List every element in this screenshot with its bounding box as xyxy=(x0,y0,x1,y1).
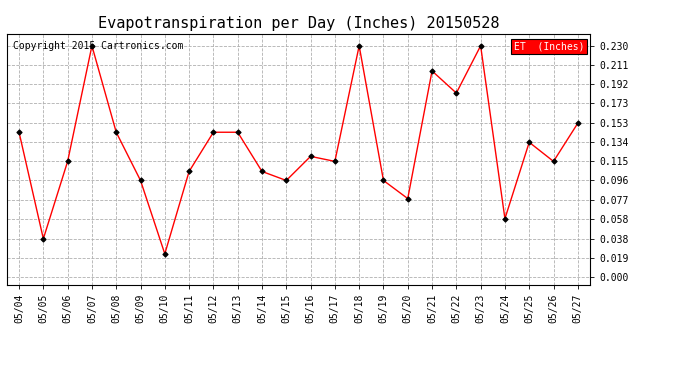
Point xyxy=(475,43,486,49)
Point xyxy=(451,90,462,96)
Point xyxy=(232,129,243,135)
Point xyxy=(208,129,219,135)
Point xyxy=(86,43,97,49)
Point xyxy=(354,43,365,49)
Point xyxy=(524,139,535,145)
Point xyxy=(500,216,511,222)
Point xyxy=(62,158,73,164)
Title: Evapotranspiration per Day (Inches) 20150528: Evapotranspiration per Day (Inches) 2015… xyxy=(98,16,499,31)
Point xyxy=(402,196,413,202)
Point xyxy=(572,120,583,126)
Point xyxy=(38,236,49,242)
Point xyxy=(378,177,389,183)
Point xyxy=(281,177,292,183)
Point xyxy=(110,129,121,135)
Point xyxy=(184,168,195,174)
Text: ET  (Inches): ET (Inches) xyxy=(513,41,584,51)
Point xyxy=(159,251,170,257)
Point xyxy=(14,129,25,135)
Point xyxy=(305,153,316,159)
Point xyxy=(329,158,340,164)
Point xyxy=(135,177,146,183)
Point xyxy=(257,168,268,174)
Point xyxy=(426,68,437,74)
Point xyxy=(548,158,559,164)
Text: Copyright 2015 Cartronics.com: Copyright 2015 Cartronics.com xyxy=(12,41,183,51)
